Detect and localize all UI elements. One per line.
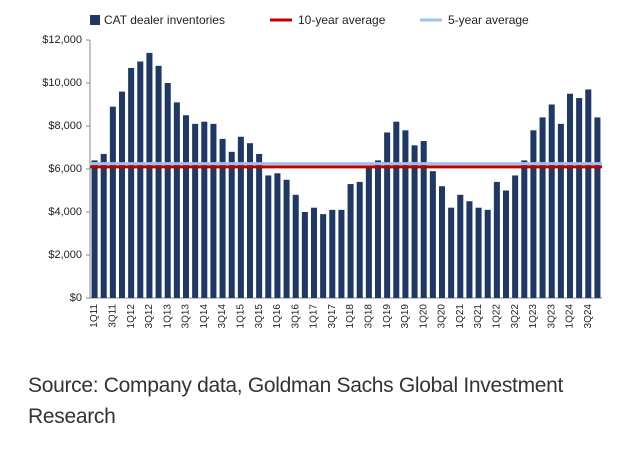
x-tick-label: 3Q21 bbox=[473, 304, 484, 329]
bar bbox=[557, 123, 564, 298]
bar bbox=[521, 160, 528, 298]
bar bbox=[338, 209, 345, 298]
bar bbox=[502, 190, 510, 298]
bar bbox=[265, 175, 272, 298]
bar bbox=[137, 61, 144, 298]
bar bbox=[256, 153, 263, 298]
y-tick-label: $2,000 bbox=[48, 249, 82, 261]
bar bbox=[530, 130, 537, 298]
x-tick-label: 3Q18 bbox=[363, 304, 374, 329]
bar bbox=[283, 179, 290, 298]
x-tick-label: 3Q23 bbox=[546, 304, 557, 329]
x-tick-label: 1Q21 bbox=[455, 304, 466, 329]
bar bbox=[420, 141, 427, 298]
bar bbox=[128, 67, 135, 298]
x-tick-label: 3Q11 bbox=[107, 304, 118, 328]
bar bbox=[365, 166, 372, 298]
bar bbox=[448, 207, 455, 298]
y-tick-label: $12,000 bbox=[42, 34, 82, 46]
bar bbox=[393, 121, 400, 298]
bar bbox=[493, 181, 500, 298]
bar bbox=[429, 171, 436, 298]
bar bbox=[173, 102, 180, 298]
x-tick-label: 1Q23 bbox=[528, 304, 539, 329]
bar bbox=[164, 83, 171, 298]
x-tick-label: 3Q15 bbox=[254, 304, 265, 329]
x-tick-label: 3Q12 bbox=[144, 304, 155, 329]
bar bbox=[548, 104, 555, 298]
x-tick-label: 3Q22 bbox=[510, 304, 521, 329]
bar bbox=[155, 65, 162, 298]
bar bbox=[91, 160, 98, 298]
bar bbox=[109, 106, 116, 299]
source-note: Source: Company data, Goldman Sachs Glob… bbox=[28, 374, 564, 428]
x-tick-label: 1Q16 bbox=[272, 304, 283, 329]
x-tick-label: 3Q16 bbox=[290, 304, 301, 329]
bar bbox=[356, 181, 363, 298]
x-tick-label: 1Q14 bbox=[199, 304, 210, 329]
bar bbox=[457, 194, 464, 298]
bar bbox=[576, 98, 583, 298]
x-tick-label: 3Q14 bbox=[217, 304, 228, 329]
x-tick-label: 1Q19 bbox=[382, 304, 393, 329]
legend-label: CAT dealer inventories bbox=[104, 13, 225, 27]
bar bbox=[219, 138, 226, 298]
x-tick-label: 1Q24 bbox=[565, 304, 576, 329]
bar bbox=[438, 186, 446, 298]
y-tick-label: $0 bbox=[70, 292, 82, 304]
bar bbox=[118, 91, 126, 298]
x-tick-label: 1Q11 bbox=[89, 304, 100, 328]
x-tick-label: 1Q22 bbox=[491, 304, 502, 329]
bar bbox=[228, 151, 235, 298]
x-tick-label: 3Q19 bbox=[400, 304, 411, 329]
legend-label: 5-year average bbox=[448, 13, 529, 27]
bar bbox=[320, 214, 327, 298]
bar bbox=[301, 212, 308, 298]
bar bbox=[594, 117, 601, 299]
y-tick-label: $8,000 bbox=[48, 120, 82, 132]
bar bbox=[246, 143, 254, 298]
x-tick-label: 1Q12 bbox=[126, 304, 137, 329]
bar bbox=[100, 153, 107, 298]
bar bbox=[402, 130, 409, 298]
bar bbox=[146, 52, 153, 299]
bar bbox=[292, 194, 299, 298]
legend-label: 10-year average bbox=[298, 13, 386, 27]
bar bbox=[201, 121, 208, 298]
bar bbox=[512, 175, 519, 298]
x-tick-label: 1Q17 bbox=[309, 304, 320, 329]
bar bbox=[539, 117, 546, 299]
x-tick-label: 3Q13 bbox=[181, 304, 192, 329]
chart: $0 $2,000 $4,000 $6,000 $8,000 $10,000 $12,000… bbox=[42, 13, 602, 329]
x-tick-label: 3Q24 bbox=[583, 304, 594, 329]
bar bbox=[329, 209, 336, 298]
x-tick-label: 1Q20 bbox=[418, 304, 429, 329]
x-tick-label: 3Q20 bbox=[437, 304, 448, 329]
bar bbox=[347, 184, 354, 298]
bar bbox=[374, 160, 382, 298]
bar bbox=[210, 123, 217, 298]
bar bbox=[566, 93, 574, 298]
bar bbox=[585, 89, 592, 298]
y-tick-label: $6,000 bbox=[48, 163, 82, 175]
bar bbox=[475, 207, 482, 298]
bar bbox=[484, 209, 491, 298]
legend-swatch bbox=[90, 15, 100, 25]
y-tick-label: $4,000 bbox=[48, 206, 82, 218]
x-tick-label: 1Q13 bbox=[162, 304, 173, 329]
x-tick-label: 3Q17 bbox=[327, 304, 338, 329]
bar bbox=[182, 115, 190, 298]
bar bbox=[237, 136, 244, 298]
y-tick-label: $10,000 bbox=[42, 77, 82, 89]
bar bbox=[192, 123, 199, 298]
bar bbox=[274, 173, 281, 298]
bar bbox=[411, 145, 418, 298]
bar bbox=[384, 132, 391, 298]
bar bbox=[310, 207, 318, 298]
bar bbox=[466, 201, 473, 298]
x-tick-label: 1Q15 bbox=[235, 304, 246, 329]
x-tick-label: 1Q18 bbox=[345, 304, 356, 329]
